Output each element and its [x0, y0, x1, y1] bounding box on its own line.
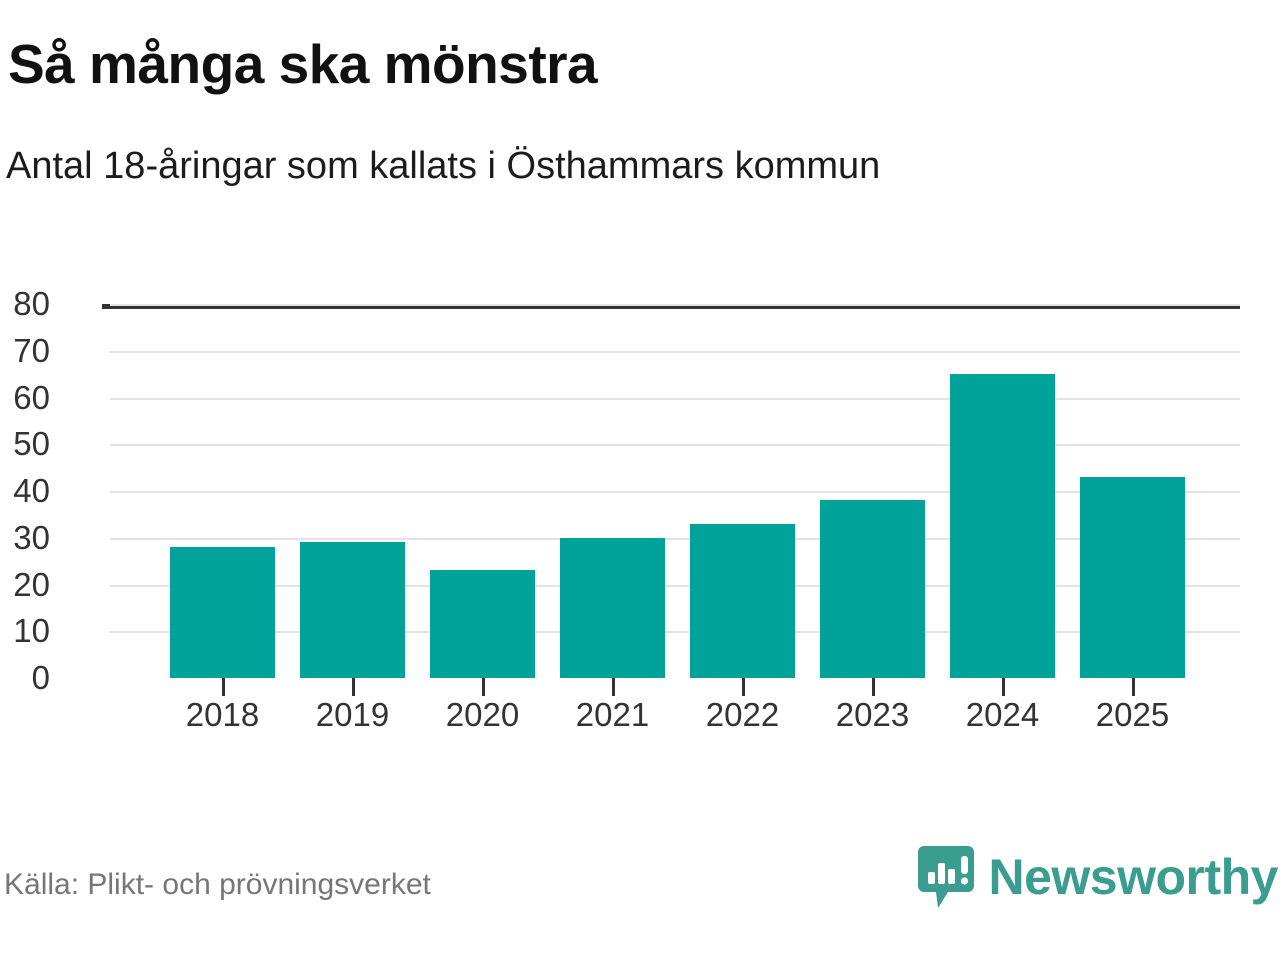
gridline: [110, 444, 1240, 447]
y-axis-tick-label: 40: [13, 472, 50, 509]
bar-chart-speech-bubble-icon: [918, 846, 975, 908]
logo-wordmark: Newsworthy: [988, 849, 1278, 905]
x-axis-tick-label: 2025: [1095, 696, 1170, 733]
x-axis-tick-label: 2018: [185, 696, 260, 733]
gridline: [110, 491, 1240, 493]
y-axis-tick-label: 10: [13, 612, 50, 650]
source-note: Källa: Plikt- och prövningsverket: [4, 868, 431, 901]
chart-footer: Källa: Plikt- och prövningsverket Newswo…: [0, 840, 1280, 960]
chart-header: Så många ska mönstra Antal 18-åringar so…: [0, 0, 1280, 188]
bar-2023[interactable]: [820, 500, 925, 678]
x-axis-line: [102, 304, 1240, 309]
x-axis-tick: [481, 678, 485, 696]
bar-2018[interactable]: [170, 547, 275, 678]
gridline: [110, 397, 1240, 400]
x-axis-tick: [611, 678, 615, 696]
x-axis-tick: [221, 678, 225, 696]
bar-chart: 0 10 20 30 40 50 60 70 80 2018 2019 2020 2021 2022 202…: [0, 280, 1280, 760]
y-axis-tick-label: 60: [13, 378, 50, 416]
x-axis-tick-label: 2023: [835, 696, 910, 733]
bar-2019[interactable]: [300, 542, 405, 678]
x-axis-tick: [1131, 678, 1135, 696]
x-axis-tick-label: 2024: [965, 696, 1040, 733]
y-axis-tick-label: 20: [13, 565, 50, 603]
gridline: [110, 350, 1240, 353]
gridline: [110, 537, 1240, 540]
newsworthy-logo[interactable]: Newsworthy: [918, 846, 1278, 908]
bar-2022[interactable]: [690, 523, 795, 678]
bar-2024[interactable]: [950, 374, 1055, 678]
x-axis-tick-label: 2020: [445, 696, 520, 733]
y-axis-tick-label: 70: [13, 331, 50, 369]
plot-area: 0 10 20 30 40 50 60 70 80 2018 2019 2020 2021 2022 202…: [13, 285, 1240, 733]
y-axis-tick-label: 50: [13, 425, 50, 463]
y-axis-tick-label: 30: [13, 518, 50, 556]
bar-2025[interactable]: [1080, 476, 1185, 678]
x-axis-tick-label: 2019: [315, 696, 390, 733]
gridline: [110, 631, 1240, 634]
y-axis-tick-label: 80: [13, 285, 50, 322]
x-axis-tick: [351, 678, 355, 696]
x-axis-tick: [741, 678, 745, 696]
x-axis-tick-label: 2022: [705, 696, 780, 733]
bar-2020[interactable]: [430, 570, 535, 678]
gridline: [110, 304, 1240, 306]
page-title: Så många ska mönstra: [8, 33, 598, 95]
bar-2021[interactable]: [560, 537, 665, 678]
chart-subtitle: Antal 18-åringar som kallats i Östhammar…: [6, 144, 881, 187]
x-axis-tick: [871, 678, 875, 696]
x-axis-tick: [1001, 678, 1005, 696]
y-axis-tick-label: 0: [31, 659, 50, 696]
gridline: [110, 584, 1240, 587]
x-axis-tick-label: 2021: [575, 696, 650, 733]
